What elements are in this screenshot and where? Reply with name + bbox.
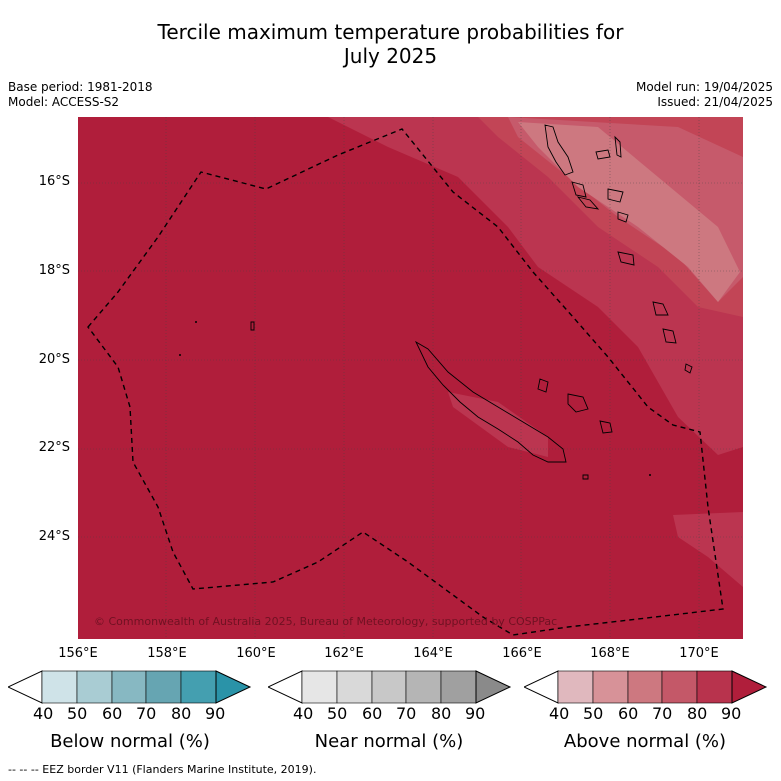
shade-band-80-south	[673, 512, 743, 587]
vanuatu-malo	[595, 149, 611, 160]
cbar-above-tick-90: 90	[721, 704, 742, 723]
shade-band-60	[518, 122, 740, 302]
cbar-below-tick-40: 40	[33, 704, 54, 723]
meta-left: Base period: 1981-2018 Model: ACCESS-S2	[8, 80, 153, 110]
cbar-below-arrow-right	[215, 670, 252, 704]
cbar-below-tick-90: 90	[205, 704, 226, 723]
cbar-near-bin-70	[405, 670, 442, 704]
new-caledonia-coast	[414, 340, 567, 463]
colorbar-above-normal	[524, 670, 768, 704]
cbar-near-tick-70: 70	[396, 704, 417, 723]
cbar-below-arrow-left	[8, 670, 43, 704]
vanuatu-erromango	[617, 251, 635, 266]
cbar-near-tick-50: 50	[327, 704, 348, 723]
isle-of-pines	[582, 474, 589, 480]
lon-label-156e: 156°E	[58, 646, 98, 661]
cbar-below-tick-70: 70	[136, 704, 157, 723]
cbar-above-arrow-right	[731, 670, 768, 704]
cbar-above-bin-60	[627, 670, 663, 704]
chesterfield-islet	[250, 321, 255, 331]
lat-label-16s: 16°S	[38, 174, 70, 189]
lat-label-24s: 24°S	[38, 529, 70, 544]
cbar-below-tick-60: 60	[102, 704, 123, 723]
vanuatu-aneityum	[662, 328, 677, 344]
lon-label-170e: 170°E	[679, 646, 719, 661]
cbar-near-arrow-left	[268, 670, 303, 704]
cbar-above-bin-80	[696, 670, 733, 704]
cbar-near-bin-50	[336, 670, 373, 704]
cbar-above-bin-40	[557, 670, 594, 704]
cbar-below-tick-50: 50	[67, 704, 88, 723]
cbar-near-bin-40	[301, 670, 338, 704]
graticule	[78, 117, 743, 639]
lat-label-22s: 22°S	[38, 440, 70, 455]
cbar-near-tick-80: 80	[431, 704, 452, 723]
map-panel[interactable]: © Commonwealth of Australia 2025, Bureau…	[78, 117, 743, 639]
eez-border-line	[87, 128, 724, 636]
vanuatu-islet	[684, 363, 693, 374]
lon-label-158e: 158°E	[147, 646, 187, 661]
vanuatu-ambrym	[571, 181, 587, 198]
vanuatu-espiritu-santo	[544, 124, 574, 176]
cbar-above-arrow-left	[524, 670, 559, 704]
base-period: Base period: 1981-2018	[8, 80, 153, 94]
lat-label-18s: 18°S	[38, 263, 70, 278]
cbar-above-tick-60: 60	[618, 704, 639, 723]
vanuatu-maewo	[614, 135, 622, 158]
cbar-above-tick-80: 80	[687, 704, 708, 723]
loyalty-island-1	[537, 378, 549, 393]
lon-label-166e: 166°E	[502, 646, 542, 661]
cbar-near-bin-60	[371, 670, 407, 704]
vanuatu-epi	[607, 188, 624, 203]
cbar-below-bin-70	[145, 670, 182, 704]
cbar-near-tick-90: 90	[465, 704, 486, 723]
lon-label-162e: 162°E	[324, 646, 364, 661]
eez-legend-note: -- -- -- EEZ border V11 (Flanders Marine…	[8, 763, 317, 776]
chart-title: Tercile maximum temperature probabilitie…	[0, 20, 781, 68]
title-line-1: Tercile maximum temperature probabilitie…	[157, 20, 624, 44]
vanuatu-tanna	[652, 301, 669, 316]
cbar-above-bin-50	[592, 670, 629, 704]
cbar-near-bin-80	[440, 670, 477, 704]
model-run: Model run: 19/04/2025	[635, 80, 773, 94]
lon-label-160e: 160°E	[236, 646, 276, 661]
vanuatu-malakula	[576, 196, 600, 210]
lon-label-168e: 168°E	[590, 646, 630, 661]
cbar-above-tick-50: 50	[583, 704, 604, 723]
loyalty-island-2	[567, 393, 589, 413]
shade-band-nc	[448, 392, 548, 457]
cbar-near-tick-40: 40	[293, 704, 314, 723]
cbar-below-bin-40	[41, 670, 78, 704]
meta-right: Model run: 19/04/2025 Issued: 21/04/2025	[636, 80, 773, 110]
cbar-below-bin-60	[111, 670, 147, 704]
title-line-2: July 2025	[343, 44, 438, 68]
cbar-below-bin-50	[76, 670, 113, 704]
reef-dot-1	[195, 321, 197, 323]
cbar-near-arrow-right	[475, 670, 512, 704]
cbar-below-bin-80	[180, 670, 217, 704]
cbar-below-title: Below normal (%)	[50, 731, 210, 752]
loyalty-island-3	[599, 420, 613, 434]
cbar-above-tick-40: 40	[549, 704, 570, 723]
copyright-text: © Commonwealth of Australia 2025, Bureau…	[94, 615, 557, 628]
map-svg: © Commonwealth of Australia 2025, Bureau…	[78, 117, 743, 639]
cbar-near-tick-60: 60	[362, 704, 383, 723]
cbar-above-tick-70: 70	[652, 704, 673, 723]
issued-date: Issued: 21/04/2025	[657, 95, 773, 109]
colorbar-near-normal	[268, 670, 512, 704]
reef-dot-2	[179, 354, 181, 356]
cbar-above-title: Above normal (%)	[563, 731, 727, 752]
lat-label-20s: 20°S	[38, 352, 70, 367]
model-name: Model: ACCESS-S2	[8, 95, 120, 109]
vanuatu-efate	[617, 211, 629, 223]
reef-dot-3	[649, 474, 651, 476]
cbar-below-tick-80: 80	[171, 704, 192, 723]
cbar-above-bin-70	[661, 670, 698, 704]
colorbar-below-normal	[8, 670, 252, 704]
lon-label-164e: 164°E	[413, 646, 453, 661]
cbar-near-title: Near normal (%)	[314, 731, 464, 752]
